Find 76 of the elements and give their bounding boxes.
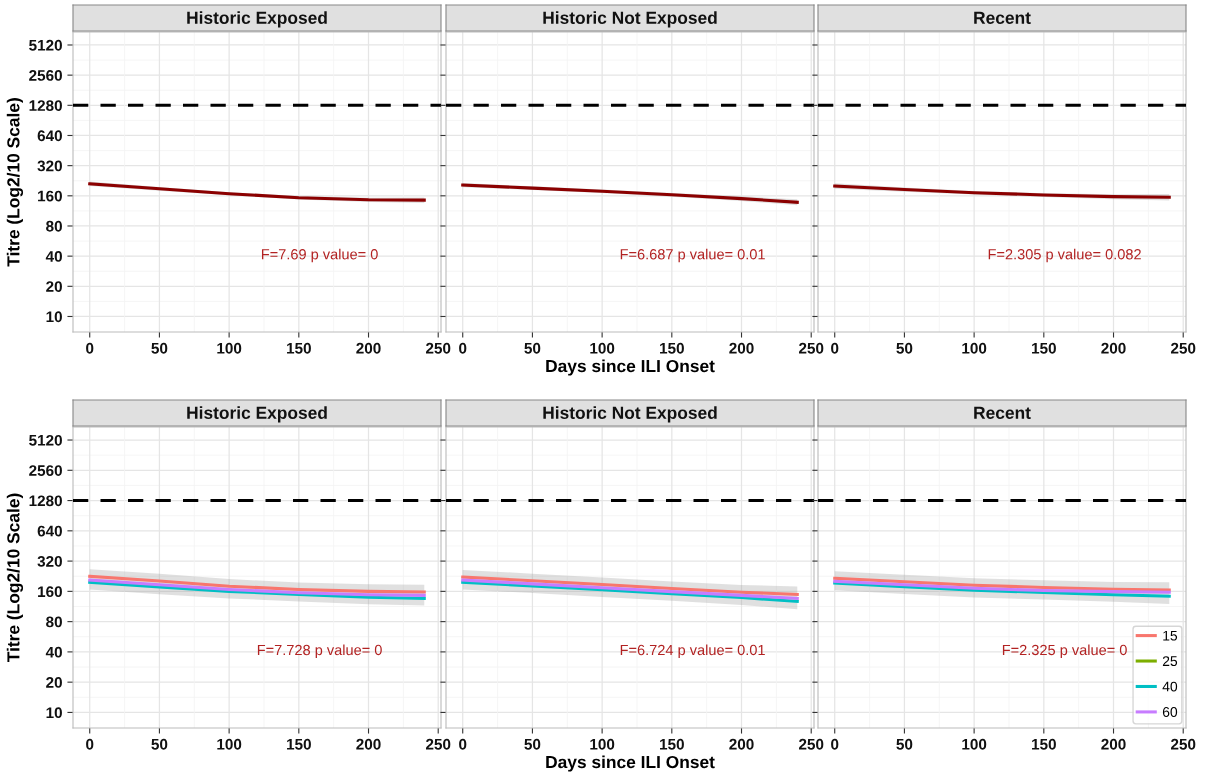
y-tick-label: 80	[46, 616, 62, 628]
annotation: F=2.305 p value= 0.082	[988, 248, 1141, 263]
chart-title: Historic Exposed	[187, 11, 327, 28]
y-tick-label: 40	[45, 646, 62, 658]
y-tick-label: 10	[46, 311, 62, 323]
x-tick-label: 200	[356, 738, 381, 750]
y-tick-label: 640	[37, 525, 62, 537]
y-tick-label: 1280	[29, 100, 62, 111]
x-tick-label: 250	[426, 342, 451, 354]
y-axis-title: Titre (Log2/10 Scale)	[6, 98, 24, 267]
x-tick-label: 250	[1171, 342, 1196, 354]
chart-title: Historic Exposed	[187, 406, 327, 423]
x-tick-label: 250	[1171, 738, 1196, 750]
x-tick-label: 200	[1101, 738, 1126, 750]
x-tick-label: 250	[799, 738, 824, 750]
y-tick-label: 10	[46, 707, 62, 719]
x-tick-label: 50	[151, 342, 168, 354]
y-tick-label: 20	[46, 281, 62, 292]
x-tick-label: 250	[426, 738, 451, 750]
y-tick-label: 5120	[29, 39, 62, 51]
y-tick-label: 320	[37, 555, 62, 567]
legend-label: 60	[1162, 707, 1178, 717]
x-tick-label: 50	[524, 738, 541, 750]
y-tick-label: 2560	[29, 70, 62, 81]
y-tick-label: 2560	[29, 465, 62, 476]
y-tick-label: 1280	[29, 495, 62, 507]
x-tick-label: 100	[217, 738, 242, 750]
x-tick-label: 150	[660, 342, 684, 354]
y-tick-label: 320	[37, 160, 62, 172]
x-tick-label: 50	[896, 342, 913, 354]
chart-title: Recent	[974, 11, 1031, 24]
x-tick-label: 100	[217, 342, 242, 354]
x-tick-label: 100	[590, 738, 615, 750]
x-tick-label: 150	[287, 738, 311, 750]
x-axis-title: Days since ILI Onset	[546, 755, 715, 772]
x-tick-label: 200	[729, 342, 754, 354]
y-tick-label: 80	[46, 220, 62, 232]
annotation: F=6.687 p value= 0.01	[620, 248, 765, 263]
x-tick-label: 100	[590, 342, 615, 354]
x-tick-label: 100	[962, 342, 987, 354]
x-tick-label: 0	[831, 738, 839, 750]
y-tick-label: 160	[38, 190, 62, 202]
x-tick-label: 0	[86, 342, 94, 354]
x-tick-label: 150	[1032, 342, 1056, 354]
y-axis-title: Titre (Log2/10 Scale)	[6, 493, 24, 663]
y-tick-label: 5120	[29, 434, 62, 446]
chart-title: Recent	[974, 406, 1031, 419]
annotation: F=7.728 p value= 0	[257, 644, 382, 659]
y-tick-label: 40	[45, 251, 62, 262]
x-tick-label: 0	[459, 738, 467, 750]
x-tick-label: 50	[151, 738, 168, 750]
annotation: F=6.724 p value= 0.01	[620, 644, 765, 659]
x-tick-label: 150	[1032, 738, 1056, 750]
y-tick-label: 20	[46, 677, 62, 688]
x-tick-label: 0	[86, 738, 94, 750]
chart-title: Historic Not Exposed	[543, 11, 717, 28]
x-tick-label: 200	[1101, 342, 1126, 354]
chart-title: Historic Not Exposed	[543, 406, 717, 423]
x-tick-label: 0	[459, 342, 467, 354]
x-tick-label: 50	[524, 342, 541, 354]
legend-label: 25	[1162, 656, 1178, 667]
y-tick-label: 160	[38, 586, 62, 598]
x-tick-label: 100	[962, 738, 987, 750]
x-tick-label: 50	[896, 738, 913, 750]
x-tick-label: 150	[660, 738, 684, 750]
x-tick-label: 0	[831, 342, 839, 354]
legend-label: 40	[1162, 681, 1178, 692]
x-tick-label: 250	[799, 342, 824, 354]
x-tick-label: 200	[356, 342, 381, 354]
x-axis-title: Days since ILI Onset	[546, 359, 715, 376]
x-tick-label: 200	[729, 738, 754, 750]
legend-label: 15	[1163, 630, 1178, 641]
y-tick-label: 640	[37, 130, 62, 142]
annotation: F=7.69 p value= 0	[261, 248, 378, 263]
x-tick-label: 150	[287, 342, 311, 354]
annotation: F=2.325 p value= 0	[1002, 644, 1127, 659]
